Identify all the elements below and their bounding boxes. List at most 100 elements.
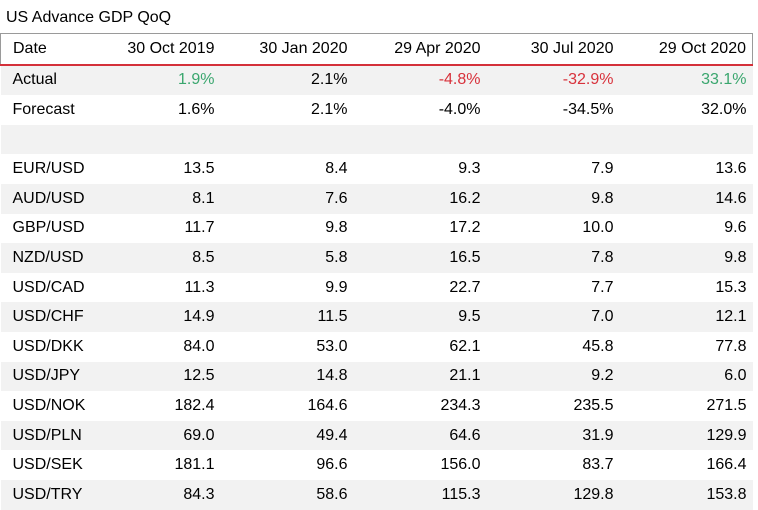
pair-value: 77.8 bbox=[715, 337, 747, 355]
pair-value: 14.6 bbox=[619, 183, 753, 214]
pair-row: USD/NOK 182.4 164.6 234.3 235.5 271.5 bbox=[1, 391, 753, 421]
pair-row: AUD/USD 8.1 7.6 16.2 9.8 14.6 bbox=[0, 183, 753, 214]
pair-value: 11.5 bbox=[220, 302, 354, 332]
pair-value: 10.0 bbox=[582, 219, 614, 237]
pair-value: 22.7 bbox=[449, 278, 481, 296]
forecast-row: Forecast 1.6% 2.1% -4.0% -34.5% 32.0% bbox=[1, 95, 753, 125]
pair-value: 9.6 bbox=[724, 219, 747, 237]
pair-value: 15.3 bbox=[715, 278, 747, 296]
row-label: Actual bbox=[0, 64, 93, 96]
header-cell: 29 Apr 2020 bbox=[353, 32, 487, 66]
pair-row: EUR/USD 13.5 8.4 9.3 7.9 13.6 bbox=[1, 154, 753, 184]
pair-row: USD/SEK 181.1 96.6 156.0 83.7 166.4 bbox=[1, 450, 753, 480]
pair-value: 17.2 bbox=[449, 219, 481, 237]
pair-label: USD/CHF bbox=[0, 302, 93, 332]
actual-row: Actual 1.9% 2.1% -4.8% -32.9% 33.1% bbox=[0, 64, 753, 96]
pair-value: 7.0 bbox=[486, 302, 620, 332]
pair-value: 182.4 bbox=[174, 396, 215, 414]
pair-label: USD/PLN bbox=[0, 420, 93, 451]
pair-value: 9.8 bbox=[619, 243, 753, 273]
actual-value: 33.1% bbox=[619, 64, 753, 96]
header-row: Date 30 Oct 2019 30 Jan 2020 29 Apr 2020… bbox=[0, 32, 753, 66]
pair-label: USD/SEK bbox=[12, 456, 83, 474]
pair-value: 164.6 bbox=[307, 396, 348, 414]
pair-value: 11.7 bbox=[184, 219, 215, 237]
header-cell: 30 Jul 2020 bbox=[486, 32, 620, 66]
pair-value: 234.3 bbox=[440, 396, 481, 414]
forecast-value: 32.0% bbox=[701, 100, 747, 118]
pair-value: 271.5 bbox=[706, 396, 747, 414]
pair-row: NZD/USD 8.5 5.8 16.5 7.8 9.8 bbox=[0, 243, 753, 273]
pair-value: 14.9 bbox=[92, 302, 221, 332]
pair-value: 84.0 bbox=[183, 337, 215, 355]
pair-value: 45.8 bbox=[582, 337, 614, 355]
pair-value: 7.6 bbox=[220, 183, 354, 214]
pair-value: 235.5 bbox=[573, 396, 614, 414]
pair-label: USD/DKK bbox=[12, 337, 84, 355]
pair-value: 8.5 bbox=[92, 243, 221, 273]
pair-value: 31.9 bbox=[486, 420, 620, 451]
header-cell: 30 Oct 2019 bbox=[92, 32, 221, 66]
header-cell: 29 Oct 2020 bbox=[619, 32, 753, 66]
pair-value: 8.1 bbox=[92, 183, 221, 214]
pair-value: 16.2 bbox=[353, 183, 487, 214]
pair-row: USD/DKK 84.0 53.0 62.1 45.8 77.8 bbox=[1, 332, 753, 362]
pair-value: 69.0 bbox=[92, 420, 221, 451]
forecast-value: -34.5% bbox=[562, 100, 614, 118]
pair-row: GBP/USD 11.7 9.8 17.2 10.0 9.6 bbox=[1, 214, 753, 244]
pair-value: 9.2 bbox=[486, 361, 620, 392]
header-cell: Date bbox=[0, 32, 93, 66]
pair-value: 96.6 bbox=[316, 456, 348, 474]
pair-label: USD/NOK bbox=[12, 396, 86, 414]
pair-value: 13.6 bbox=[715, 160, 747, 178]
pair-row: USD/PLN 69.0 49.4 64.6 31.9 129.9 bbox=[0, 420, 753, 451]
pair-value: 49.4 bbox=[220, 420, 354, 451]
forecast-value: 1.6% bbox=[178, 100, 215, 118]
pair-value: 12.1 bbox=[619, 302, 753, 332]
forecast-value: 2.1% bbox=[311, 100, 348, 118]
pair-value: 156.0 bbox=[440, 456, 481, 474]
pair-label: USD/CAD bbox=[12, 278, 85, 296]
pair-row: USD/CHF 14.9 11.5 9.5 7.0 12.1 bbox=[0, 302, 753, 332]
pair-value: 115.3 bbox=[353, 479, 487, 510]
pair-label: GBP/USD bbox=[12, 219, 85, 237]
pair-value: 5.8 bbox=[220, 243, 354, 273]
pair-value: 7.7 bbox=[591, 278, 614, 296]
gdp-volatility-table: Date 30 Oct 2019 30 Jan 2020 29 Apr 2020… bbox=[0, 32, 753, 510]
pair-value: 53.0 bbox=[316, 337, 348, 355]
pair-value: 9.9 bbox=[325, 278, 348, 296]
pair-value: 9.8 bbox=[486, 183, 620, 214]
pair-value: 6.0 bbox=[619, 361, 753, 392]
spacer-row bbox=[0, 124, 753, 155]
pair-value: 84.3 bbox=[92, 479, 221, 510]
pair-value: 181.1 bbox=[174, 456, 215, 474]
pair-label: USD/JPY bbox=[0, 361, 93, 392]
pair-row: USD/TRY 84.3 58.6 115.3 129.8 153.8 bbox=[0, 479, 753, 510]
pair-label: AUD/USD bbox=[0, 183, 93, 214]
actual-value: 2.1% bbox=[220, 64, 354, 96]
pair-row: USD/JPY 12.5 14.8 21.1 9.2 6.0 bbox=[0, 361, 753, 392]
actual-value: -4.8% bbox=[353, 64, 487, 96]
pair-label: NZD/USD bbox=[0, 243, 93, 273]
pair-label: USD/TRY bbox=[0, 479, 93, 510]
pair-value: 8.4 bbox=[325, 160, 348, 178]
forecast-value: -4.0% bbox=[438, 100, 481, 118]
pair-value: 83.7 bbox=[582, 456, 614, 474]
row-label: Forecast bbox=[12, 100, 75, 118]
pair-value: 129.8 bbox=[486, 479, 620, 510]
table-title: US Advance GDP QoQ bbox=[6, 9, 172, 26]
currency-pairs-body: EUR/USD 13.5 8.4 9.3 7.9 13.6 AUD/USD 8.1 7.6 16.… bbox=[0, 154, 753, 510]
pair-value: 9.8 bbox=[325, 219, 348, 237]
actual-value: -32.9% bbox=[486, 64, 620, 96]
pair-value: 58.6 bbox=[220, 479, 354, 510]
pair-value: 129.9 bbox=[619, 420, 753, 451]
pair-value: 16.5 bbox=[353, 243, 487, 273]
pair-label: EUR/USD bbox=[12, 160, 85, 178]
pair-value: 21.1 bbox=[353, 361, 487, 392]
actual-value: 1.9% bbox=[92, 64, 221, 96]
pair-value: 62.1 bbox=[449, 337, 481, 355]
pair-value: 9.3 bbox=[458, 160, 481, 178]
pair-value: 7.9 bbox=[591, 160, 614, 178]
header-cell: 30 Jan 2020 bbox=[220, 32, 354, 66]
